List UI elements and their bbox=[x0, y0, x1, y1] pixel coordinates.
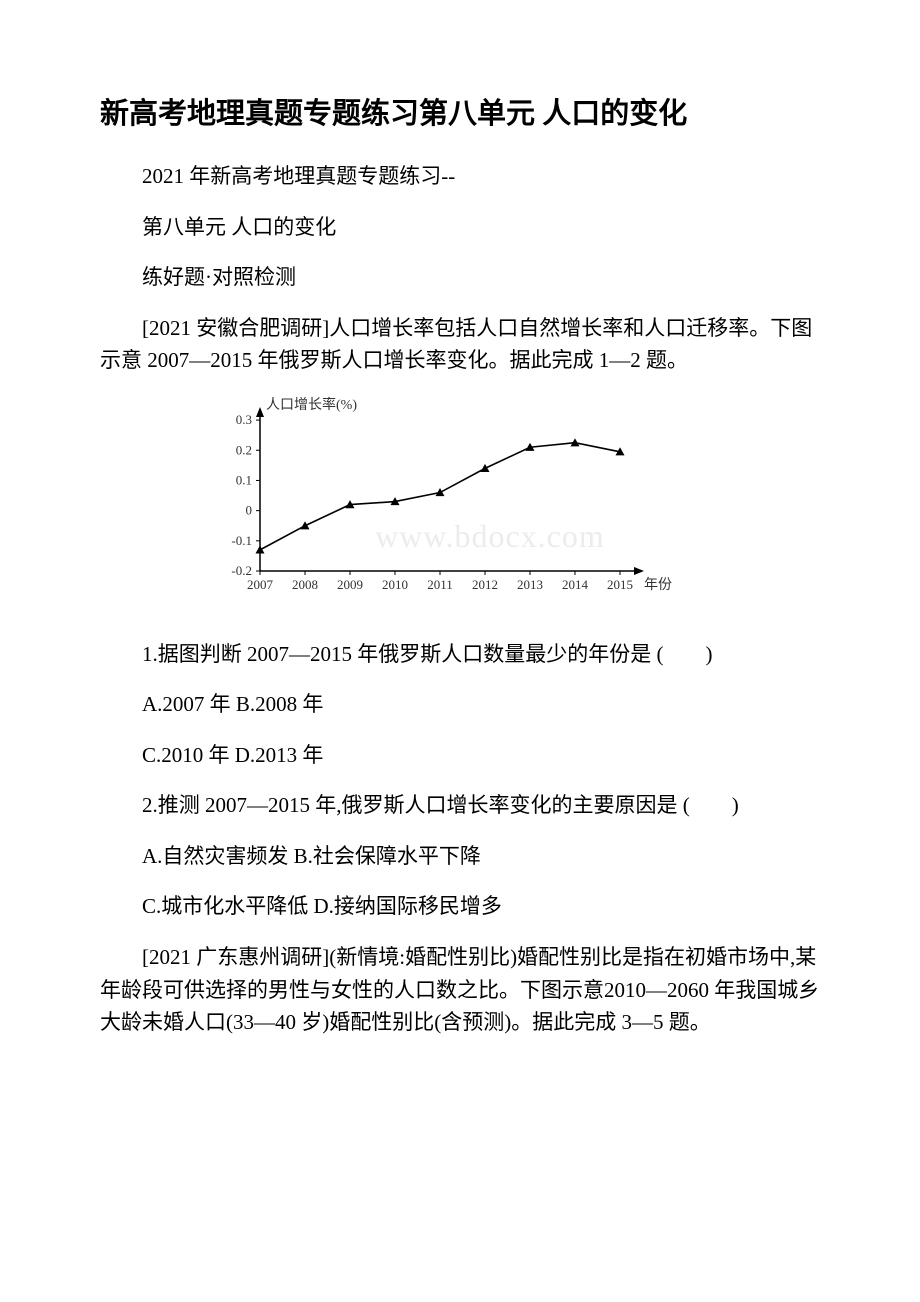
paragraph: 练好题·对照检测 bbox=[100, 261, 820, 294]
paragraph: [2021 广东惠州调研](新情境:婚配性别比)婚配性别比是指在初婚市场中,某年… bbox=[100, 941, 820, 1039]
svg-text:2009: 2009 bbox=[337, 577, 363, 592]
question-2: 2.推测 2007—2015 年,俄罗斯人口增长率变化的主要原因是 ( ) bbox=[100, 789, 820, 822]
svg-text:2010: 2010 bbox=[382, 577, 408, 592]
question-2-options-ab: A.自然灾害频发 B.社会保障水平下降 bbox=[100, 840, 820, 873]
svg-text:0.1: 0.1 bbox=[236, 472, 252, 487]
svg-text:2008: 2008 bbox=[292, 577, 318, 592]
question-1-options-cd: C.2010 年 D.2013 年 bbox=[100, 739, 820, 772]
svg-text:0: 0 bbox=[246, 502, 253, 517]
page-title: 新高考地理真题专题练习第八单元 人口的变化 bbox=[100, 90, 820, 132]
svg-text:2013: 2013 bbox=[517, 577, 543, 592]
svg-text:-0.2: -0.2 bbox=[231, 563, 252, 578]
paragraph: 2021 年新高考地理真题专题练习-- bbox=[100, 160, 820, 193]
svg-text:人口增长率(%): 人口增长率(%) bbox=[266, 396, 357, 413]
growth-rate-chart: www.bdocx.com人口增长率(%)0.30.20.10-0.1-0.22… bbox=[200, 395, 820, 620]
svg-text:www.bdocx.com: www.bdocx.com bbox=[375, 518, 605, 554]
svg-text:0.2: 0.2 bbox=[236, 442, 252, 457]
paragraph: [2021 安徽合肥调研]人口增长率包括人口自然增长率和人口迁移率。下图示意 2… bbox=[100, 312, 820, 377]
question-1: 1.据图判断 2007—2015 年俄罗斯人口数量最少的年份是 ( ) bbox=[100, 638, 820, 671]
svg-text:年份: 年份 bbox=[644, 577, 672, 593]
svg-text:2015: 2015 bbox=[607, 577, 633, 592]
svg-text:0.3: 0.3 bbox=[236, 412, 252, 427]
svg-text:2012: 2012 bbox=[472, 577, 498, 592]
question-2-options-cd: C.城市化水平降低 D.接纳国际移民增多 bbox=[100, 890, 820, 923]
svg-text:2007: 2007 bbox=[247, 577, 274, 592]
svg-text:2014: 2014 bbox=[562, 577, 589, 592]
document-page: 新高考地理真题专题练习第八单元 人口的变化 2021 年新高考地理真题专题练习-… bbox=[0, 0, 920, 1117]
chart-svg: www.bdocx.com人口增长率(%)0.30.20.10-0.1-0.22… bbox=[200, 395, 680, 615]
svg-text:2011: 2011 bbox=[427, 577, 453, 592]
question-1-options-ab: A.2007 年 B.2008 年 bbox=[100, 688, 820, 721]
svg-text:-0.1: -0.1 bbox=[231, 533, 252, 548]
paragraph: 第八单元 人口的变化 bbox=[100, 211, 820, 244]
